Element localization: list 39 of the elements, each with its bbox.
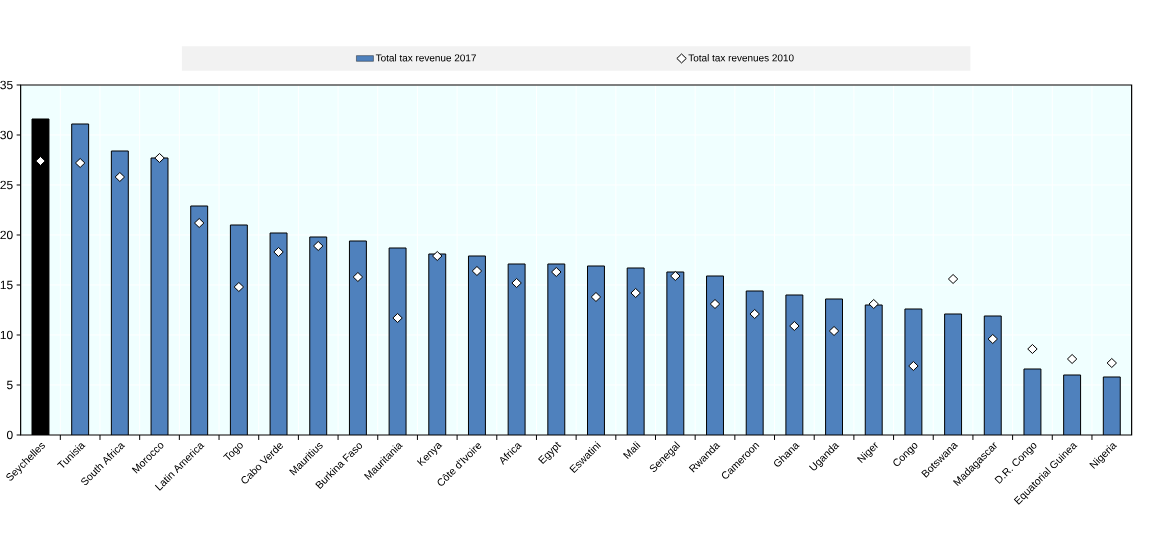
y-tick-label: 0 <box>6 430 13 440</box>
y-tick-label: 25 <box>0 180 13 190</box>
point <box>352 272 364 282</box>
point <box>709 299 721 309</box>
point <box>432 251 443 261</box>
point <box>630 288 641 298</box>
point <box>114 172 126 182</box>
y-tick-label: 30 <box>0 130 13 140</box>
point <box>987 334 998 344</box>
point <box>828 326 840 336</box>
point <box>749 309 760 319</box>
point <box>154 153 165 163</box>
y-tick-label: 5 <box>6 380 13 390</box>
point <box>392 313 403 323</box>
legend-label: Total tax revenues 2010 <box>688 54 794 62</box>
point <box>273 247 284 257</box>
point <box>868 299 879 309</box>
point <box>789 321 800 331</box>
point <box>908 361 919 371</box>
point <box>471 266 483 276</box>
y-tick-label: 15 <box>0 280 13 290</box>
legend-label: Total tax revenue 2017 <box>375 54 476 62</box>
point <box>511 278 522 288</box>
x-tick-label: Togo <box>223 442 243 460</box>
point <box>1066 354 1078 364</box>
point <box>1106 358 1117 368</box>
point <box>551 267 562 277</box>
point <box>35 156 46 166</box>
point <box>590 292 602 302</box>
point <box>1027 344 1038 354</box>
y-tick-label: 35 <box>0 80 13 90</box>
y-tick-label: 10 <box>0 330 13 340</box>
point <box>947 274 959 284</box>
point <box>74 158 86 168</box>
y-tick-label: 20 <box>0 230 13 240</box>
point <box>313 241 324 251</box>
point <box>193 218 205 228</box>
point <box>233 282 245 292</box>
point <box>670 271 681 281</box>
